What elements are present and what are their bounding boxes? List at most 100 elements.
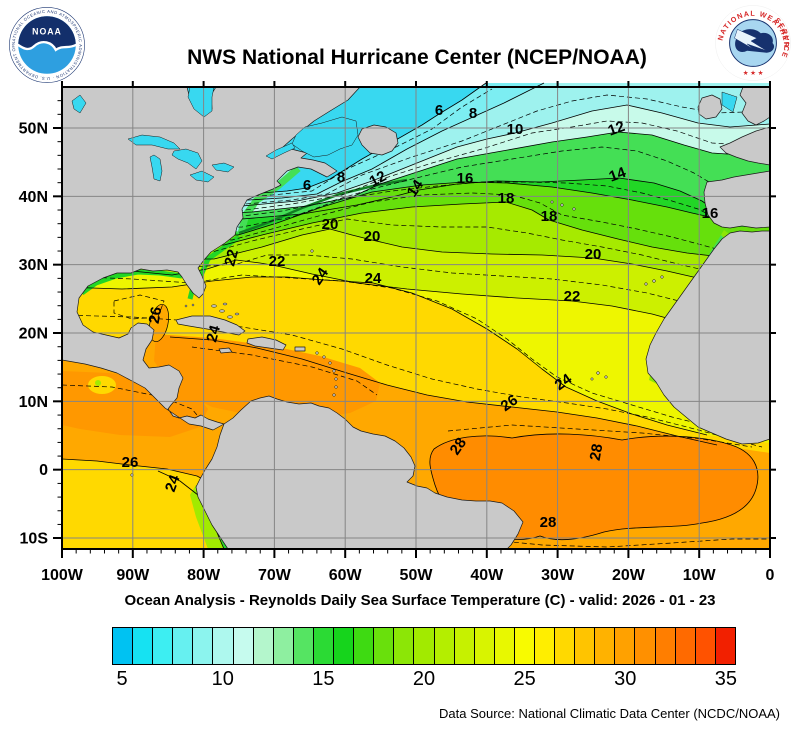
colorbar-cell <box>334 628 355 664</box>
colorbar-tick-label: 25 <box>513 668 536 690</box>
colorbar-cell <box>655 628 676 664</box>
st-lawrence-river <box>265 142 296 160</box>
lakes <box>71 86 738 183</box>
james-bay <box>187 86 215 118</box>
contour-label: 28 <box>587 443 607 462</box>
lon-label: 70W <box>258 567 292 584</box>
colorbar-cell <box>193 628 214 664</box>
colorbar-cell <box>575 628 596 664</box>
contour-label: 12 <box>367 168 390 191</box>
france <box>719 126 771 166</box>
lon-label: 0 <box>766 567 775 584</box>
colorbar-cell <box>434 628 455 664</box>
colorbar-cell <box>474 628 495 664</box>
colorbar-cell <box>213 628 234 664</box>
colorbar-cell <box>454 628 475 664</box>
lon-label: 20W <box>612 567 646 584</box>
contour-label: 24 <box>365 270 382 287</box>
colorbar-cell <box>374 628 395 664</box>
colorbar-tick-label: 35 <box>714 668 738 690</box>
colorbar-tick-label: 5 <box>116 668 128 690</box>
colorbar-cell <box>595 628 616 664</box>
lake-huron <box>171 148 203 170</box>
noaa-logo: NATIONAL OCEANIC AND ATMOSPHERIC ADMINIS… <box>9 7 85 83</box>
lon-label: 80W <box>187 567 221 584</box>
colorbar-cell <box>133 628 154 664</box>
colorbar-tick-label: 15 <box>312 668 335 690</box>
contour-label: 26 <box>122 454 139 471</box>
contour-label: 26 <box>146 306 166 325</box>
colorbar-cell <box>555 628 576 664</box>
contour-label: 20 <box>585 246 602 263</box>
page-title: NWS National Hurricane Center (NCEP/NOAA… <box>187 46 647 69</box>
contour-label: 22 <box>269 253 286 270</box>
colorbar-cell <box>253 628 274 664</box>
colorbar <box>112 627 736 665</box>
colorbar-cell <box>675 628 696 664</box>
map-caption: Ocean Analysis - Reynolds Daily Sea Surf… <box>124 592 716 609</box>
irish-sea <box>721 91 738 113</box>
graticule <box>62 87 770 549</box>
lat-label: 50N <box>19 121 48 138</box>
colorbar-tick-label: 30 <box>614 668 637 690</box>
lat-label: 20N <box>19 326 48 343</box>
dashed-contours <box>61 88 771 548</box>
axis-labels: 100W 90W 80W 70W 60W 50W 40W 30W 20W 10W 0 50N 40N 30… <box>19 121 775 585</box>
contour-label: 10 <box>507 121 524 138</box>
colorbar-tick-label: 20 <box>412 668 436 690</box>
lat-label: 10S <box>20 531 49 548</box>
colorbar-cell <box>514 628 535 664</box>
colorbar-labels: 5 10 15 20 25 30 35 <box>0 668 800 694</box>
noaa-logo-word: NOAA <box>32 26 62 36</box>
axis-ticks <box>53 81 776 558</box>
nws-logo: NATIONAL WEATHER SERVICE ★ ★ ★ <box>715 5 791 81</box>
lake-winnipeg <box>71 94 87 114</box>
colorbar-cell <box>534 628 556 664</box>
colorbar-tick-label: 10 <box>211 668 234 690</box>
lon-label: 30W <box>541 567 575 584</box>
colorbar-cell <box>293 628 314 664</box>
contour-label: 16 <box>702 205 719 222</box>
lat-label: 10N <box>19 394 48 411</box>
contour-label: 28 <box>447 435 470 458</box>
contour-label: 8 <box>337 169 345 186</box>
puerto-rico <box>294 346 306 352</box>
jamaica <box>218 347 233 354</box>
colorbar-cell <box>695 628 716 664</box>
colorbar-cell <box>113 628 134 664</box>
colorbar-cell <box>173 628 194 664</box>
lightning-icon <box>734 29 767 52</box>
lake-erie <box>189 170 215 183</box>
contour-label: 24 <box>162 472 184 494</box>
lon-label: 40W <box>470 567 504 584</box>
contour-label: 22 <box>564 288 581 305</box>
seagull-icon <box>17 40 77 52</box>
land <box>61 86 771 550</box>
colorbar-cell <box>635 628 656 664</box>
contour-label: 24 <box>203 323 224 344</box>
contour-label: 14 <box>607 164 629 186</box>
lon-label: 100W <box>41 567 84 584</box>
lat-label: 40N <box>19 189 48 206</box>
contour-label: 28 <box>540 514 557 531</box>
contour-label: 26 <box>498 392 521 415</box>
newfoundland <box>357 124 399 156</box>
lat-label: 30N <box>19 257 48 274</box>
contour-label: 6 <box>303 177 311 194</box>
colorbar-cell <box>313 628 335 664</box>
lake-superior <box>127 134 181 150</box>
colorbar-cell <box>414 628 435 664</box>
iberia <box>703 170 771 229</box>
contour-label: 20 <box>322 216 339 233</box>
colorbar-cell <box>153 628 174 664</box>
small-islands <box>130 200 664 477</box>
contour-label: 8 <box>469 105 477 122</box>
noaa-globe-top <box>18 16 76 50</box>
south-america <box>195 395 524 550</box>
data-source-note: Data Source: National Climatic Data Cent… <box>439 706 780 721</box>
lon-label: 50W <box>400 567 434 584</box>
colorbar-cell <box>615 628 636 664</box>
contour-label: 6 <box>435 102 443 119</box>
colorbar-cell <box>494 628 515 664</box>
